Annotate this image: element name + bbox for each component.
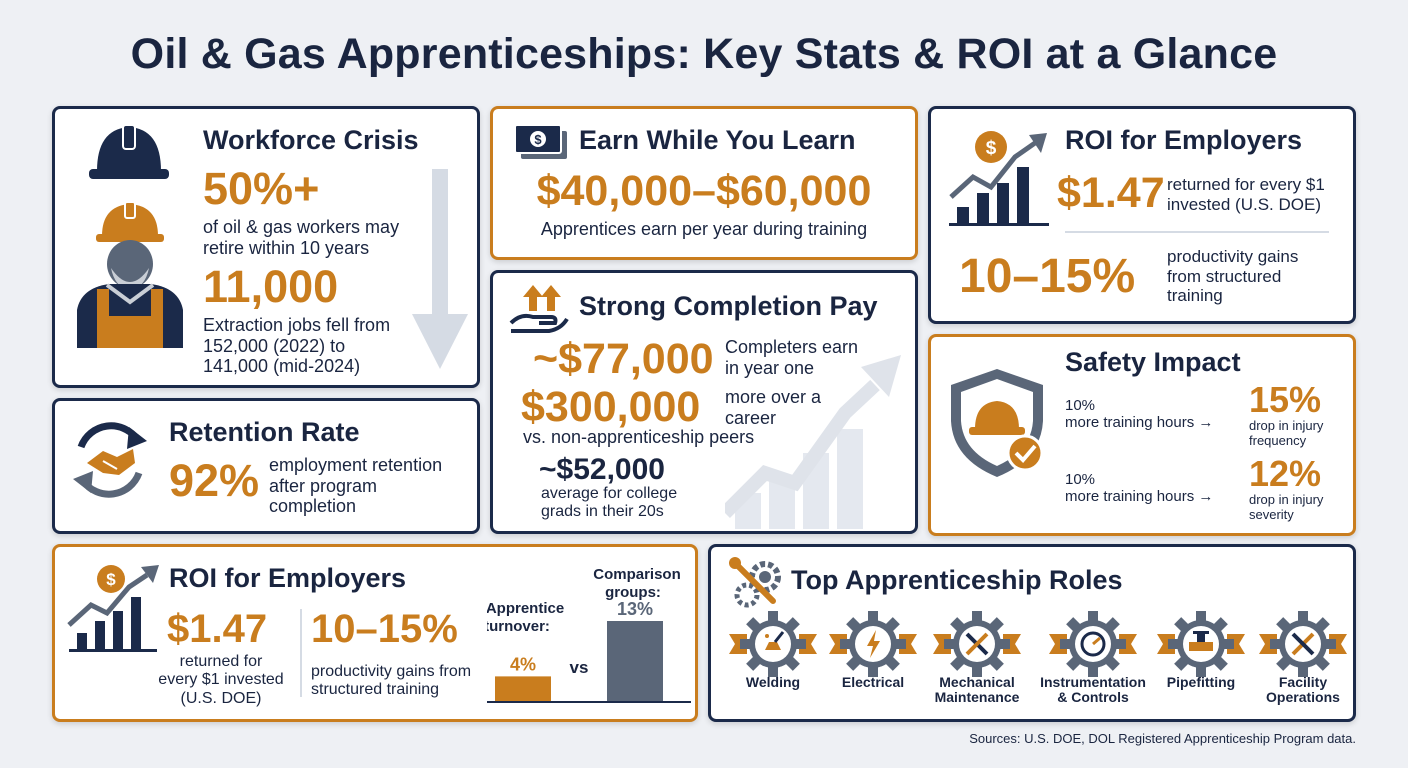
wrench-gear-icon	[729, 557, 781, 608]
page-title: Oil & Gas Apprenticeships: Key Stats & R…	[130, 30, 1278, 78]
shield-check-icon	[951, 369, 1044, 477]
completion-desc-peers: vs. non-apprenticeship peers	[523, 427, 755, 447]
chart-value-label-1: 4%	[510, 654, 536, 674]
workforce-crisis-card: Workforce Crisis 50%+ of oil & gas worke…	[52, 106, 480, 388]
earn-stat: $40,000–$60,000	[536, 167, 872, 215]
chart-category-label-1: Apprentice	[487, 600, 564, 617]
safety-card: Safety Impact 10% more training hours → …	[928, 334, 1356, 536]
safety-row1-desc: drop in injury frequency	[1249, 418, 1324, 448]
chart-baseline	[487, 701, 691, 703]
chart-category-label-1-line2: turnover:	[487, 618, 550, 635]
completion-desc-year-one: Completers earn in year one	[725, 337, 859, 378]
earn-desc: Apprentices earn per year during trainin…	[540, 219, 868, 239]
roi-bottom-desc-return: returned for every $1 invested (U.S. DOE…	[158, 653, 284, 707]
chart-value-label-2: 13%	[617, 599, 653, 619]
gauge-icon	[1049, 611, 1137, 677]
safety-row2-stat: 12%	[1249, 453, 1322, 494]
tools-icon	[933, 611, 1021, 677]
rising-chart-background	[725, 355, 901, 529]
retention-desc: employment retention after program compl…	[269, 455, 443, 517]
arrow-right-icon: →	[1198, 488, 1214, 506]
chart-bar-2	[607, 621, 663, 701]
role-label-5: Pipefitting	[1166, 674, 1236, 690]
chart-vs-label: vs	[570, 658, 589, 677]
roi-bottom-desc-productivity: productivity gains from structured train…	[311, 663, 472, 699]
worker-icon	[77, 201, 183, 348]
workforce-desc-jobs: Extraction jobs fell from 152,000 (2022)…	[203, 315, 391, 377]
roles-card: Top Apprenticeship Roles Welding Electric…	[708, 544, 1356, 722]
growth-chart-icon: $	[949, 131, 1049, 226]
role-label-4: Instrumentation & Controls	[1040, 674, 1146, 706]
retention-heading: Retention Rate	[169, 417, 360, 447]
svg-text:$: $	[986, 138, 997, 159]
workforce-stat-retire: 50%+	[203, 163, 320, 214]
safety-row2-left: 10% more training hours →	[1065, 471, 1214, 506]
safety-row2-desc: drop in injury severity	[1249, 492, 1324, 522]
valve-icon	[1157, 611, 1245, 677]
svg-text:$: $	[106, 570, 116, 589]
chart-bar-1	[495, 676, 551, 701]
arrow-down-icon	[412, 169, 468, 369]
roi-top-divider	[1065, 231, 1329, 233]
wrench-cross-icon	[1259, 611, 1347, 677]
roi-bottom-stat-return: $1.47	[167, 607, 268, 651]
completion-stat-year-one: ~$77,000	[533, 335, 714, 383]
money-icon: $	[514, 124, 567, 159]
completion-desc-college: average for college grads in their 20s	[541, 485, 678, 521]
completion-card: Strong Completion Pay ~$77,000 Completer…	[490, 270, 918, 534]
hard-hat-icon	[89, 124, 169, 179]
role-label-3: Mechanical Maintenance	[934, 674, 1020, 706]
handshake-cycle-icon	[73, 422, 147, 498]
roi-bottom-card: $ ROI for Employers $1.47 returned for e…	[52, 544, 698, 722]
arrow-right-icon: →	[1198, 414, 1214, 432]
lightning-icon	[829, 611, 917, 677]
roi-top-stat-return: $1.47	[1057, 169, 1165, 217]
earn-heading: Earn While You Learn	[579, 125, 856, 155]
role-label-1: Welding	[745, 674, 801, 690]
hand-coins-icon	[509, 285, 569, 333]
roi-top-stat-productivity: 10–15%	[959, 250, 1136, 303]
chart-category-label-2-line2: groups:	[605, 584, 661, 601]
completion-stat-career: $300,000	[521, 383, 701, 431]
roi-top-card: $ ROI for Employers $1.47 returned for e…	[928, 106, 1356, 324]
roles-heading: Top Apprenticeship Roles	[791, 565, 1123, 595]
roi-top-desc-productivity: productivity gains from structured train…	[1167, 247, 1299, 306]
welding-icon	[729, 611, 817, 677]
roi-top-heading: ROI for Employers	[1065, 125, 1303, 155]
completion-desc-career: more over a career	[725, 387, 822, 428]
retention-stat: 92%	[169, 455, 260, 506]
chart-category-label-2: Comparison	[593, 566, 681, 583]
workforce-desc-retire: of oil & gas workers may retire within 1…	[203, 217, 400, 258]
svg-text:$: $	[534, 132, 542, 147]
workforce-heading: Workforce Crisis	[203, 125, 419, 155]
workforce-stat-jobs: 11,000	[203, 261, 339, 312]
growth-chart-icon: $	[67, 565, 159, 652]
roi-bottom-stat-productivity: 10–15%	[311, 607, 458, 651]
roi-bottom-heading: ROI for Employers	[169, 563, 407, 593]
completion-heading: Strong Completion Pay	[579, 291, 878, 321]
safety-heading: Safety Impact	[1065, 347, 1241, 377]
roi-bottom-divider	[300, 609, 302, 697]
roi-top-desc-return: returned for every $1 invested (U.S. DOE…	[1167, 175, 1325, 214]
sources-note: Sources: U.S. DOE, DOL Registered Appren…	[969, 731, 1356, 746]
role-label-6: Facility Operations	[1266, 674, 1340, 706]
earn-card: $ Earn While You Learn $40,000–$60,000 A…	[490, 106, 918, 260]
completion-stat-college: ~$52,000	[539, 453, 665, 486]
retention-card: Retention Rate 92% employment retention …	[52, 398, 480, 534]
role-label-2: Electrical	[841, 674, 905, 690]
safety-row1-left: 10% more training hours →	[1065, 397, 1214, 432]
safety-row1-stat: 15%	[1249, 379, 1322, 420]
